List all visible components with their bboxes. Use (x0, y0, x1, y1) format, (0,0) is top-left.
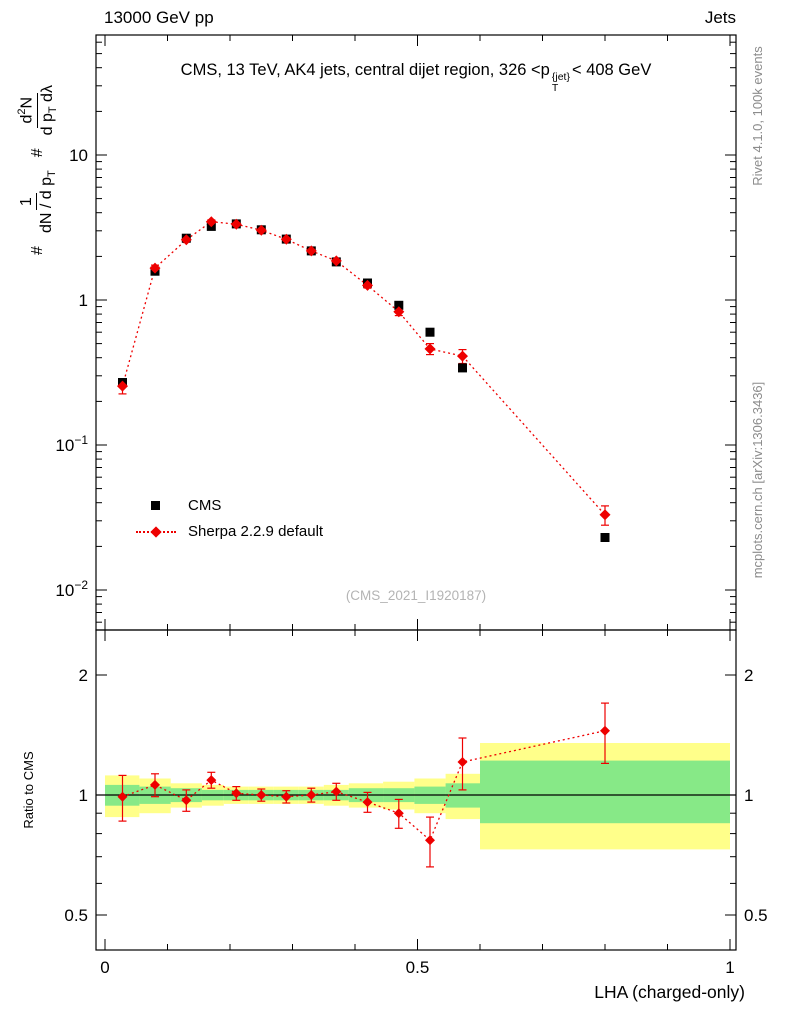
ratio-y-tick-label-left: 0.5 (64, 906, 88, 925)
ratio-marker (206, 775, 217, 786)
ratio-marker (181, 795, 192, 806)
cms-marker (600, 533, 610, 542)
ratio-marker (281, 791, 292, 802)
analysis-id-watermark: (CMS_2021_I1920187) (345, 588, 487, 603)
sherpa-marker (330, 255, 342, 267)
y-tick-label: 10−2 (55, 578, 88, 600)
ratio-y-tick-label-left: 1 (79, 786, 88, 805)
cms-marker (458, 363, 467, 373)
ratio-marker (393, 808, 404, 819)
sherpa-marker (599, 509, 611, 521)
ylabel-frac1-num: 1 (16, 193, 37, 211)
ratio-marker (600, 725, 610, 736)
sherpa-marker (393, 306, 405, 318)
sherpa-marker (205, 216, 217, 228)
sherpa-diamond-marker-icon (136, 526, 176, 538)
pt-jet-sub: T (551, 81, 559, 94)
ylabel-op-1: # (29, 246, 46, 255)
ratio-y-tick-label-right: 2 (744, 666, 753, 685)
pt-jet-sup: {jet} (551, 71, 570, 83)
legend-entry-sherpa: Sherpa 2.2.9 default (136, 523, 323, 540)
ratio-marker (425, 835, 435, 846)
plot-title-prefix: CMS, 13 TeV, AK4 jets, central dijet reg… (180, 61, 550, 79)
plot-title-suffix: < 408 GeV (571, 61, 652, 79)
ratio-marker (331, 786, 342, 797)
sherpa-marker (305, 245, 317, 257)
ratio-marker (231, 788, 242, 799)
sherpa-marker (255, 224, 267, 236)
ylabel-frac2-num-sup: 2 (16, 108, 29, 115)
process-label: Jets (704, 8, 736, 27)
legend-sherpa-label: Sherpa 2.2.9 default (188, 523, 324, 540)
ylabel-frac2-den-b: dλ (38, 85, 56, 107)
sherpa-marker (117, 380, 128, 392)
cms-square-marker-icon (136, 500, 176, 512)
x-axis-label: LHA (charged-only) (594, 982, 745, 1002)
ylabel-frac2-den-a: d p (38, 113, 56, 136)
ylabel-frac2-num: d2N (16, 92, 38, 128)
cms-marker (394, 300, 404, 310)
ylabel-frac1-den-sub: T (46, 170, 59, 178)
pt-jet-supsub: {jet} T (552, 72, 570, 93)
y-tick-label: 1 (79, 291, 88, 310)
ylabel-op-2: # (29, 148, 46, 158)
y-tick-label: 10−1 (55, 433, 88, 455)
ratio-y-tick-label-left: 2 (79, 666, 88, 685)
ratio-marker (362, 797, 373, 808)
ylabel-frac2-num-b: N (18, 96, 36, 109)
ylabel-frac1-den-text: dN / d p (37, 177, 55, 234)
x-tick-label: 0 (100, 958, 109, 977)
ratio-marker (150, 779, 160, 790)
ylabel-fraction-1: 1 dN / d pT (16, 166, 60, 237)
sherpa-marker (362, 279, 373, 291)
rivet-version-note: Rivet 4.1.0, 100k events (750, 46, 765, 186)
legend-cms-label: CMS (188, 497, 222, 514)
ratio-y-tick-label-right: 1 (744, 786, 753, 805)
ratio-y-axis-label: Ratio to CMS (21, 751, 36, 829)
ylabel-frac2-num-a: d (18, 114, 36, 124)
ratio-marker (457, 757, 468, 767)
ratio-line (122, 730, 606, 842)
ratio-marker (256, 790, 267, 800)
sherpa-marker (424, 343, 436, 355)
legend-entry-cms: CMS (136, 497, 221, 514)
ratio-y-tick-label-right: 0.5 (744, 906, 768, 925)
ylabel-frac2-den: d pT dλ (38, 81, 60, 139)
x-tick-label: 1 (725, 958, 734, 977)
sherpa-marker (230, 218, 242, 230)
sherpa-marker (280, 233, 292, 245)
y-tick-label: 10 (69, 146, 88, 165)
main-panel-frame (95, 34, 737, 631)
x-tick-label: 0.5 (406, 958, 430, 977)
ylabel-frac2-den-sub: T (46, 106, 59, 114)
ratio-band-green (480, 760, 730, 824)
ylabel-fraction-2: d2N d pT dλ (16, 81, 60, 139)
ylabel-frac1-den: dN / d pT (37, 166, 59, 237)
sherpa-marker (457, 350, 468, 362)
sherpa-marker (180, 234, 192, 246)
ratio-marker (306, 790, 317, 800)
cms-marker (425, 327, 435, 337)
sherpa-line (121, 221, 606, 516)
ratio-marker (117, 791, 128, 802)
ratio-panel-frame (95, 629, 737, 951)
plot-title: CMS, 13 TeV, AK4 jets, central dijet reg… (96, 61, 736, 93)
beam-energy-label: 13000 GeV pp (104, 8, 214, 27)
sherpa-marker (149, 262, 161, 274)
mcplots-arxiv-note: mcplots.cern.ch [arXiv:1306.3436] (750, 381, 765, 579)
main-y-axis-label: # 1 dN / d pT # d2N d pT dλ (0, 18, 76, 318)
